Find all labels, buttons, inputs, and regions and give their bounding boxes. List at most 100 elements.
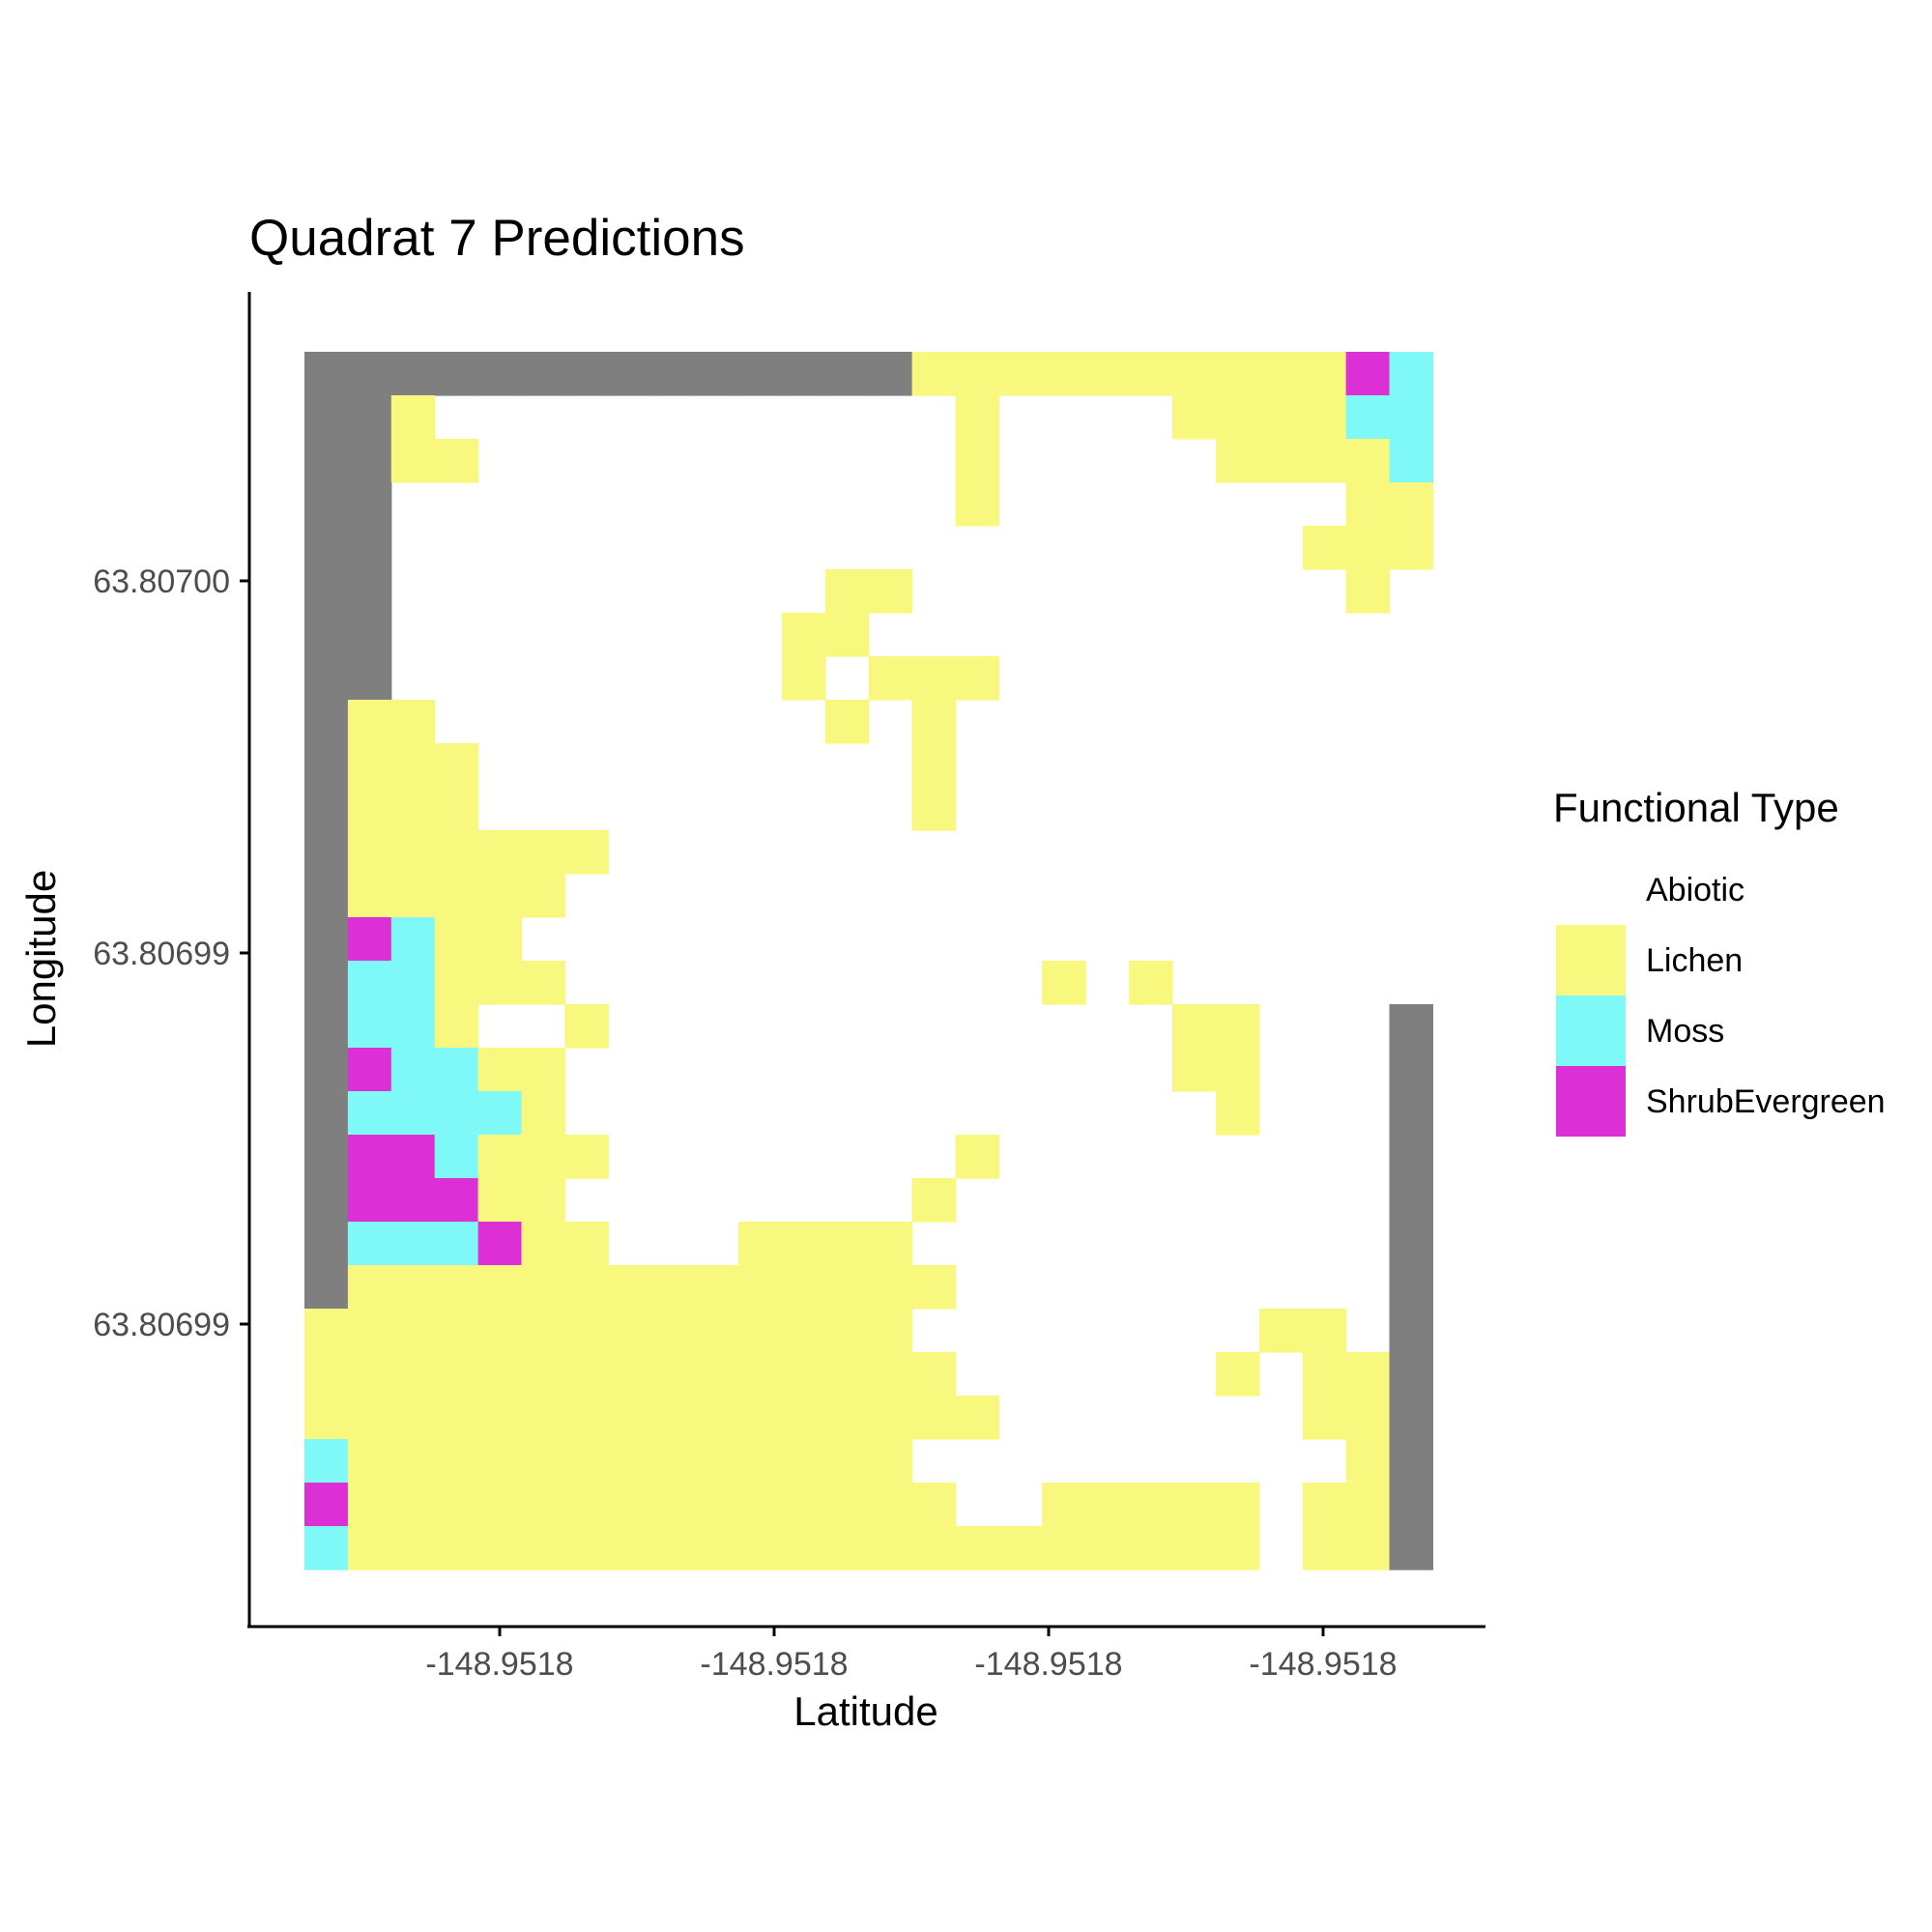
- heatmap-cell-missing: [304, 1091, 349, 1136]
- heatmap-cell-moss: [304, 1439, 349, 1484]
- heatmap-cell-shrubevergreen: [1345, 352, 1391, 396]
- heatmap-cell-lichen: [434, 787, 479, 831]
- y-tick-label: 63.80700: [93, 563, 230, 600]
- heatmap-cell-lichen: [868, 1439, 913, 1484]
- legend-key-moss: [1556, 995, 1626, 1066]
- y-ticks: 63.80700 63.80699 63.80699: [93, 563, 249, 1343]
- heatmap-cell-missing: [434, 352, 479, 396]
- heatmap-cell-lichen: [781, 1309, 826, 1353]
- heatmap-cell-moss: [1389, 439, 1433, 483]
- heatmap-cell-lichen: [608, 1483, 652, 1527]
- legend-label-lichen: Lichen: [1646, 942, 1743, 979]
- heatmap-cell-lichen: [738, 1439, 783, 1484]
- heatmap-cell-lichen: [564, 1309, 609, 1353]
- heatmap-cell-lichen: [390, 830, 436, 875]
- heatmap-cell-lichen: [1302, 526, 1347, 570]
- heatmap-cell-lichen: [911, 1483, 957, 1527]
- heatmap-cell-lichen: [868, 1526, 913, 1571]
- heatmap-cell-lichen: [347, 1526, 392, 1571]
- heatmap-cell-lichen: [304, 1396, 349, 1440]
- heatmap-cell-lichen: [695, 1396, 739, 1440]
- heatmap-cell-missing: [1389, 1526, 1433, 1571]
- heatmap-cell-lichen: [868, 1265, 913, 1310]
- heatmap-cell-missing: [304, 787, 349, 831]
- heatmap-cell-lichen: [521, 1526, 565, 1571]
- heatmap-cell-lichen: [781, 1439, 826, 1484]
- heatmap-cell-lichen: [955, 656, 999, 701]
- heatmap-cell-lichen: [955, 1135, 999, 1179]
- heatmap-cell-lichen: [477, 1396, 523, 1440]
- heatmap-cell-lichen: [695, 1526, 739, 1571]
- y-tick-label: 63.80699: [93, 1307, 230, 1343]
- heatmap-cell-missing: [304, 1178, 349, 1223]
- heatmap-cell-lichen: [738, 1483, 783, 1527]
- heatmap-cell-lichen: [1302, 395, 1347, 440]
- heatmap-cell-lichen: [824, 1483, 870, 1527]
- heatmap-cell-missing: [304, 1048, 349, 1092]
- heatmap-cell-lichen: [781, 656, 826, 701]
- heatmap-cell-lichen: [477, 1439, 523, 1484]
- heatmap-cell-missing: [1389, 1439, 1433, 1484]
- heatmap-cell-lichen: [1129, 352, 1173, 396]
- heatmap-cell-lichen: [651, 1396, 696, 1440]
- heatmap-cell-lichen: [564, 1004, 609, 1049]
- heatmap-cell-lichen: [477, 1352, 523, 1397]
- heatmap-cell-lichen: [824, 1526, 870, 1571]
- heatmap-cell-lichen: [434, 830, 479, 875]
- heatmap-cell-lichen: [1172, 1004, 1217, 1049]
- legend-label-abiotic: Abiotic: [1646, 872, 1745, 908]
- heatmap-cell-lichen: [1215, 1483, 1260, 1527]
- heatmap-cell-lichen: [608, 1439, 652, 1484]
- heatmap-cell-lichen: [608, 1309, 652, 1353]
- heatmap-cell-lichen: [1129, 1526, 1173, 1571]
- heatmap-cell-lichen: [521, 1048, 565, 1092]
- heatmap-cell-lichen: [824, 1222, 870, 1266]
- heatmap-cell-moss: [477, 1091, 523, 1136]
- legend-key-abiotic: [1556, 854, 1626, 925]
- heatmap-cell-lichen: [781, 1352, 826, 1397]
- heatmap-cell-lichen: [695, 1483, 739, 1527]
- heatmap-cell-lichen: [390, 1352, 436, 1397]
- heatmap-cell-lichen: [434, 743, 479, 788]
- heatmap-cell-lichen: [477, 1178, 523, 1223]
- heatmap-cell-lichen: [1345, 526, 1391, 570]
- heatmap-cell-lichen: [521, 830, 565, 875]
- heatmap-cell-lichen: [1258, 352, 1304, 396]
- heatmap-cell-missing: [1389, 1091, 1433, 1136]
- heatmap-cell-lichen: [477, 961, 523, 1005]
- heatmap-cell-lichen: [564, 1483, 609, 1527]
- heatmap-cell-shrubevergreen: [347, 917, 392, 962]
- heatmap-cell-lichen: [347, 1396, 392, 1440]
- heatmap-cell-lichen: [390, 1309, 436, 1353]
- heatmap-cell-lichen: [651, 1352, 696, 1397]
- heatmap-cell-lichen: [1302, 352, 1347, 396]
- heatmap-cell-missing: [304, 961, 349, 1005]
- heatmap-cell-lichen: [477, 917, 523, 962]
- legend-key-lichen: [1556, 925, 1626, 995]
- x-tick-label: -148.9518: [1249, 1646, 1397, 1683]
- heatmap-cell-lichen: [1042, 1483, 1086, 1527]
- heatmap-cell-lichen: [521, 1483, 565, 1527]
- heatmap-cell-lichen: [824, 1265, 870, 1310]
- heatmap-cell-lichen: [434, 1526, 479, 1571]
- heatmap-cell-missing: [347, 482, 392, 527]
- heatmap-cell-missing: [608, 352, 652, 396]
- heatmap-cell-lichen: [390, 1526, 436, 1571]
- heatmap-cell-lichen: [955, 1526, 999, 1571]
- heatmap-cell-lichen: [1042, 1526, 1086, 1571]
- heatmap-cell-lichen: [911, 787, 957, 831]
- heatmap-cell-missing: [347, 526, 392, 570]
- heatmap-cell-lichen: [911, 1396, 957, 1440]
- heatmap-cell-lichen: [390, 874, 436, 918]
- heatmap-cell-lichen: [955, 352, 999, 396]
- heatmap-cell-lichen: [911, 1352, 957, 1397]
- heatmap-cell-missing: [1389, 1004, 1433, 1049]
- heatmap-cell-lichen: [1172, 395, 1217, 440]
- heatmap-cell-lichen: [1129, 961, 1173, 1005]
- heatmap-cell-shrubevergreen: [347, 1178, 392, 1223]
- heatmap-cell-missing: [521, 352, 565, 396]
- heatmap-cell-moss: [434, 1135, 479, 1179]
- heatmap-cell-lichen: [477, 1135, 523, 1179]
- heatmap-cell-moss: [390, 1004, 436, 1049]
- heatmap-cell-lichen: [434, 1439, 479, 1484]
